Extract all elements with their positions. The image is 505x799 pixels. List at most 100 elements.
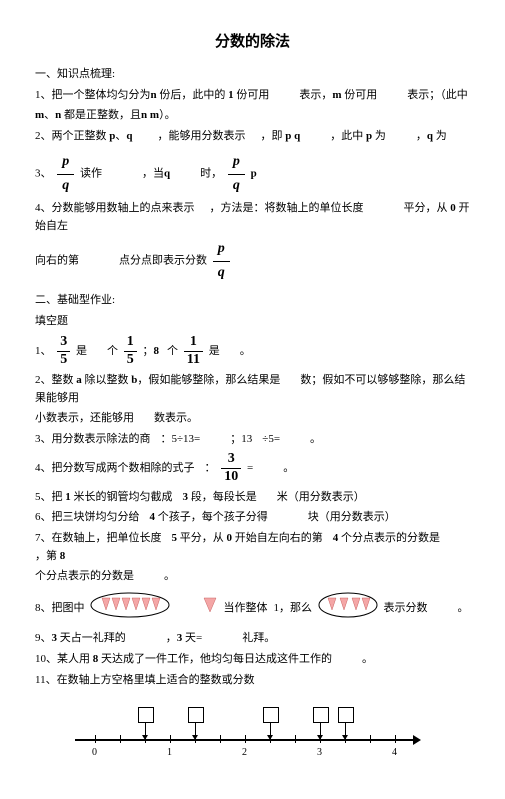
- t: ，即: [261, 130, 286, 142]
- t: 开始自左向右的第: [232, 532, 323, 544]
- t: 小数表示，还能够用: [35, 412, 134, 424]
- axis-label: 3: [317, 747, 322, 758]
- t: 3、: [35, 168, 52, 180]
- t: ，: [416, 130, 427, 142]
- number-axis: 0 1 2 3 4: [75, 699, 425, 769]
- t: 份可用: [342, 89, 378, 101]
- t: 4、把分数写成两个数相除的式子: [35, 462, 195, 474]
- q7b: 个分点表示的分数是 。: [35, 568, 470, 586]
- q8: 8、把图中 当作整体 1，那么 表示分数 。: [35, 592, 470, 625]
- line-6: 向右的第点分点即表示分数 pq: [35, 238, 470, 284]
- t: 为: [433, 130, 447, 142]
- t: m: [35, 109, 44, 121]
- t: 块（用分数表示）: [308, 511, 396, 523]
- line-1: 1、把一个整体均匀分为n 份后，此中的 1 份可用表示，m 份可用表示；（此中: [35, 87, 470, 105]
- fraction-p-q: pq: [57, 151, 74, 197]
- t: 份后，此中的: [157, 89, 229, 101]
- tick: [295, 735, 296, 743]
- triangle-single: [202, 596, 218, 621]
- section-2: 二、基础型作业:: [35, 292, 470, 310]
- t: 、: [44, 109, 55, 121]
- answer-box[interactable]: [138, 707, 154, 723]
- t: ，: [166, 632, 177, 644]
- down-arrow-icon: [320, 723, 321, 739]
- t: 、: [115, 130, 126, 142]
- q4: 4、把分数写成两个数相除的式子： 310 =。: [35, 451, 470, 486]
- t: 天=: [182, 632, 202, 644]
- t: 1、: [35, 345, 52, 357]
- t: 个分点表示的分数是: [35, 570, 134, 582]
- t: 6、把三块饼均匀分给: [35, 511, 140, 523]
- t: 。: [283, 462, 294, 474]
- answer-box[interactable]: [313, 707, 329, 723]
- t: 米（用分数表示）: [277, 491, 365, 503]
- t: 3、用分数表示除法的商: [35, 433, 151, 445]
- section-1: 一、知识点梳理:: [35, 66, 470, 84]
- t: 13=: [183, 433, 200, 445]
- t: 。: [362, 653, 373, 665]
- t: q: [164, 168, 170, 180]
- line-2: m、n 都是正整数，且n m）。: [35, 107, 470, 125]
- t: p q: [285, 130, 300, 142]
- t: 8、把图中: [35, 602, 85, 614]
- answer-box[interactable]: [188, 707, 204, 723]
- axis-label: 2: [242, 747, 247, 758]
- t: 8: [60, 550, 66, 562]
- t: 个: [107, 345, 118, 357]
- t: 天占一礼拜的: [57, 632, 126, 644]
- q6: 6、把三块饼均匀分给4 个孩子，每个孩子分得块（用分数表示）: [35, 509, 470, 527]
- t: 为: [372, 130, 386, 142]
- t: 礼拜。: [242, 632, 275, 644]
- axis-arrow-icon: [413, 735, 421, 745]
- t: 都是正整数，且: [61, 109, 141, 121]
- t: 天达成了一件工作，他均匀每日达成这件工作的: [98, 653, 332, 665]
- t: 。: [310, 433, 321, 445]
- t: ，能够用分数表示: [158, 130, 246, 142]
- t: 9、: [35, 632, 52, 644]
- axis-label: 1: [167, 747, 172, 758]
- tick: [120, 735, 121, 743]
- page-title: 分数的除法: [35, 30, 470, 51]
- t: 向右的第: [35, 255, 79, 267]
- q7: 7、在数轴上，把单位长度5 平分，从 0 开始自左向右的第4 个分点表示的分数是…: [35, 530, 470, 565]
- tick: [245, 735, 246, 743]
- tick: [95, 735, 96, 743]
- triangle-group-2: [318, 592, 378, 625]
- axis-label: 4: [392, 747, 397, 758]
- triangle-group-1: [90, 592, 170, 625]
- t: 8: [154, 345, 160, 357]
- t: 1，那么: [274, 602, 313, 614]
- t: 4、分数能够用数轴上的点来表示: [35, 202, 195, 214]
- q5: 5、把 1 米长的钢管均匀截成3 段，每段长是米（用分数表示）: [35, 489, 470, 507]
- t: 表示分数: [384, 602, 428, 614]
- t: 是: [209, 345, 220, 357]
- fraction-3-10: 310: [221, 451, 241, 486]
- t: 数表示。: [154, 412, 198, 424]
- fraction-3-5: 35: [57, 334, 70, 369]
- t: 段，每段长是: [188, 491, 257, 503]
- t: ，假如能够整除，那么结果是: [137, 374, 280, 386]
- t: m: [332, 89, 341, 101]
- t: 5=: [268, 433, 280, 445]
- t: ；: [143, 345, 154, 357]
- t: 除以整数: [82, 374, 132, 386]
- t: 2、整数: [35, 374, 76, 386]
- t: q: [126, 130, 132, 142]
- t: 当作整体: [224, 602, 268, 614]
- q2b: 小数表示，还能够用 数表示。: [35, 410, 470, 428]
- answer-box[interactable]: [263, 707, 279, 723]
- t: 。: [458, 602, 469, 614]
- line-5: 4、分数能够用数轴上的点来表示，方法是：将数轴上的单位长度平分，从 0 开始自左: [35, 200, 470, 235]
- t: 1、把一个整体均匀分为: [35, 89, 151, 101]
- t: 点分点即表示分数: [119, 255, 207, 267]
- answer-box[interactable]: [338, 707, 354, 723]
- fraction-1-5: 15: [124, 334, 137, 369]
- t: 米长的钢管均匀截成: [71, 491, 173, 503]
- q3: 3、用分数表示除法的商：5÷13=；13÷5=。: [35, 431, 470, 449]
- tick: [395, 735, 396, 743]
- axis-label: 0: [92, 747, 97, 758]
- t: 个分点表示的分数是: [338, 532, 440, 544]
- t: 。: [164, 570, 175, 582]
- down-arrow-icon: [345, 723, 346, 739]
- q10: 10、某人用 8 天达成了一件工作，他均匀每日达成这件工作的。: [35, 651, 470, 669]
